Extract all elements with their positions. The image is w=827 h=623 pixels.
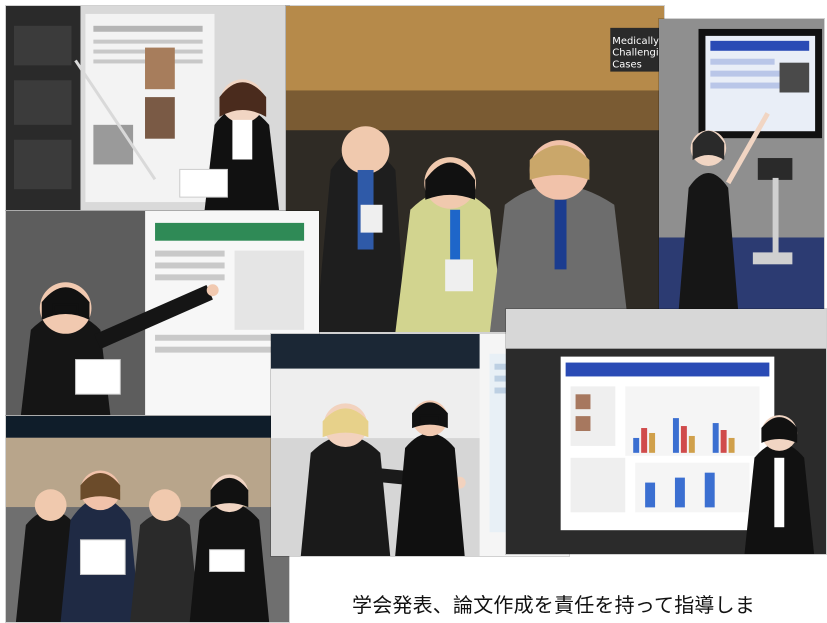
group-standing-illustration: [6, 416, 289, 622]
photo-crowd-discussion: Medically Challenging Cases: [285, 5, 665, 333]
caption-text: 学会発表、論文作成を責任を持って指導しま: [352, 593, 755, 617]
sign-text-line-3: Cases: [612, 60, 642, 71]
screen-presentation-illustration: [659, 19, 824, 309]
photo-group-standing: [5, 415, 290, 623]
photo-poster-standing: [505, 308, 827, 555]
photo-screen-presentation: [658, 18, 825, 310]
poster-explain-illustration: [6, 211, 319, 415]
photo-poster-pointer: [5, 5, 290, 211]
crowd-discussion-illustration: Medically Challenging Cases: [286, 6, 664, 332]
poster-pointer-illustration: [6, 6, 289, 210]
sign-text-line-2: Challenging: [612, 48, 664, 59]
sign-text-line-1: Medically: [612, 36, 659, 47]
photo-poster-explain: [5, 210, 320, 416]
poster-standing-illustration: [506, 309, 826, 554]
